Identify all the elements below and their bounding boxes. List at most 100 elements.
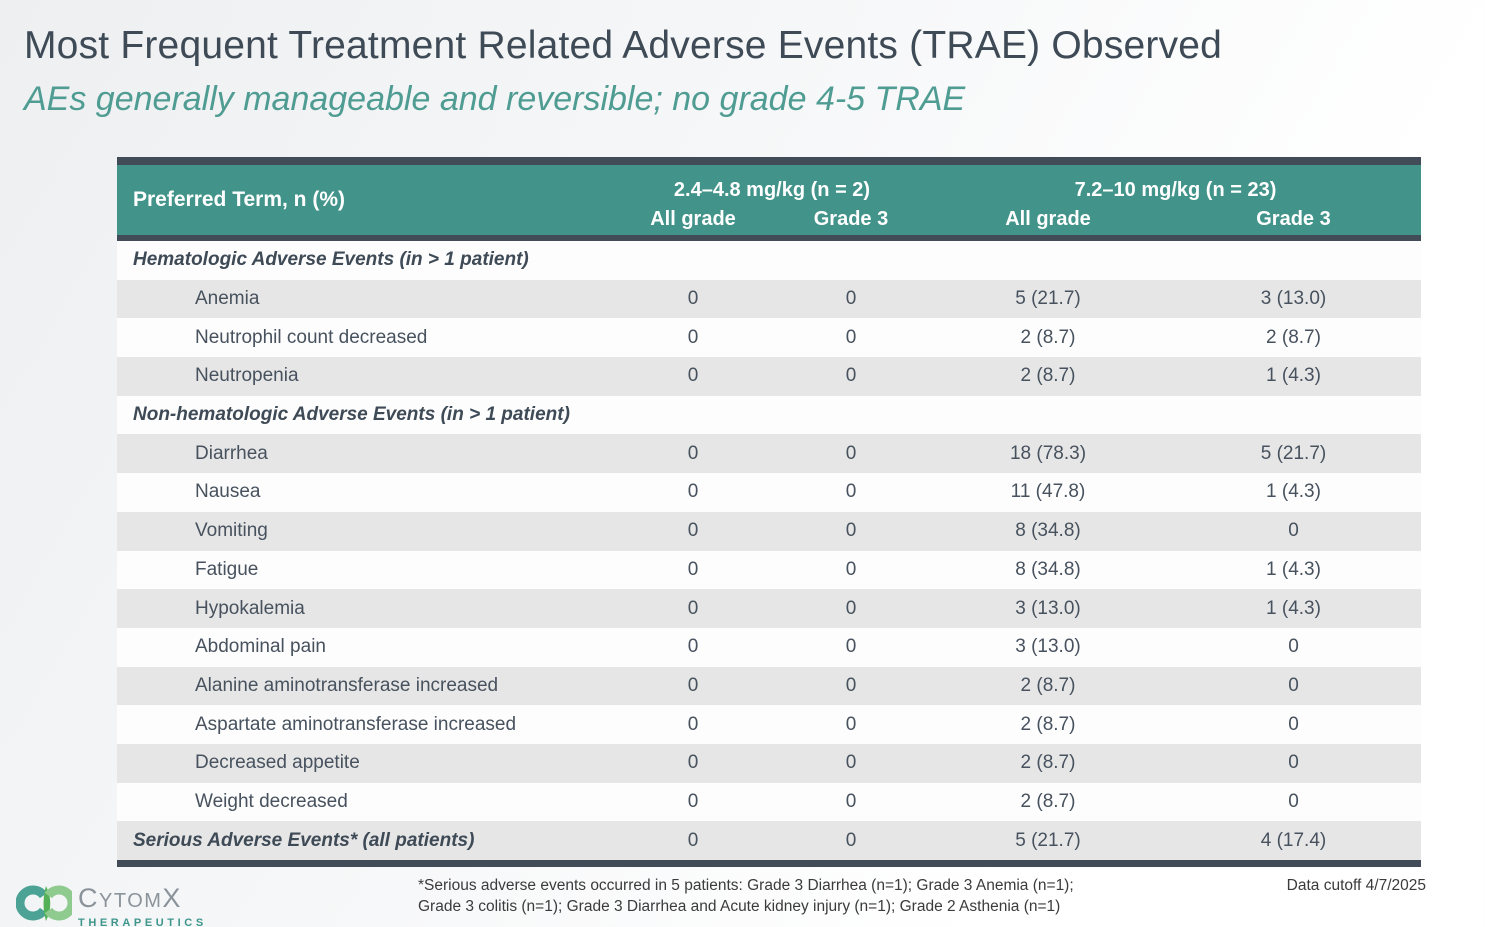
cell-value: 4 (17.4) — [1260, 829, 1327, 851]
cell-value: 0 — [845, 481, 857, 503]
adverse-events-table: Preferred Term, n (%) 2.4–4.8 mg/kg (n =… — [117, 157, 1421, 867]
cell-value: 0 — [845, 365, 857, 387]
row-label: Alanine aminotransferase increased — [195, 674, 499, 696]
cell-value: 11 (47.8) — [1010, 481, 1086, 503]
column-header-all-grade-high: All grade — [1005, 207, 1091, 230]
cell-value: 0 — [845, 597, 857, 619]
row-label: Neutrophil count decreased — [195, 326, 428, 348]
row-label: Hypokalemia — [195, 597, 305, 619]
cell-value: 0 — [687, 597, 699, 619]
cell-value: 3 (13.0) — [1260, 288, 1327, 310]
table-row: Neutropenia 0 0 2 (8.7) 1 (4.3) — [117, 357, 1421, 396]
cell-value: 0 — [845, 713, 857, 735]
table-row: Alanine aminotransferase increased 0 0 2… — [117, 666, 1421, 706]
cell-value: 0 — [845, 752, 857, 774]
cell-value: 3 (13.0) — [1015, 597, 1081, 619]
table-row: Vomiting 0 0 8 (34.8) 0 — [117, 511, 1421, 551]
footnote: *Serious adverse events occurred in 5 pa… — [418, 875, 1074, 917]
table-row: Weight decreased 0 0 2 (8.7) 0 — [117, 782, 1421, 822]
cell-value: 0 — [845, 790, 857, 812]
cell-value: 0 — [845, 288, 857, 310]
cell-value: 0 — [687, 326, 699, 348]
cell-value: 3 (13.0) — [1015, 636, 1081, 658]
row-label: Neutropenia — [195, 365, 299, 387]
cell-value: 1 (4.3) — [1266, 365, 1321, 387]
dose-group-header-high: 7.2–10 mg/kg (n = 23) — [1074, 179, 1277, 201]
cell-value: 0 — [845, 442, 857, 464]
corner-header: Preferred Term, n (%) — [133, 188, 345, 211]
cell-value: 1 (4.3) — [1266, 597, 1321, 619]
page-title: Most Frequent Treatment Related Adverse … — [24, 24, 1223, 67]
cell-value: 8 (34.8) — [1015, 520, 1081, 542]
cell-value: 0 — [687, 288, 699, 310]
column-header-grade3-low: Grade 3 — [813, 207, 889, 230]
dose-group-header-low: 2.4–4.8 mg/kg (n = 2) — [673, 179, 871, 201]
cell-value: 0 — [845, 674, 857, 696]
cell-value: 0 — [1288, 790, 1299, 812]
cell-value: 8 (34.8) — [1015, 558, 1081, 580]
row-label: Fatigue — [195, 558, 259, 580]
cell-value: 0 — [1288, 752, 1299, 774]
cell-value: 0 — [1288, 713, 1299, 735]
row-label: Non-hematologic Adverse Events (in > 1 p… — [133, 404, 570, 426]
cell-value: 2 (8.7) — [1266, 326, 1321, 348]
table-row: Decreased appetite 0 0 2 (8.7) 0 — [117, 743, 1421, 783]
row-label: Vomiting — [195, 520, 268, 542]
cell-value: 0 — [1288, 636, 1299, 658]
cell-value: 0 — [687, 713, 699, 735]
table-row: Hematologic Adverse Events (in > 1 patie… — [117, 241, 1421, 280]
row-label: Hematologic Adverse Events (in > 1 patie… — [133, 249, 529, 271]
cytomx-therapeutics-label: THERAPEUTICS — [78, 917, 207, 927]
row-label: Nausea — [195, 481, 261, 503]
column-header-grade3-high: Grade 3 — [1256, 207, 1331, 230]
cytomx-logo-text: CYTOMX THERAPEUTICS — [78, 882, 207, 927]
cell-value: 0 — [687, 752, 699, 774]
table-row: Serious Adverse Events* (all patients) 0… — [117, 821, 1421, 860]
data-cutoff: Data cutoff 4/7/2025 — [1286, 877, 1426, 894]
footnote-line-1: *Serious adverse events occurred in 5 pa… — [418, 877, 1074, 894]
table-row: Fatigue 0 0 8 (34.8) 1 (4.3) — [117, 550, 1421, 590]
table-row: Aspartate aminotransferase increased 0 0… — [117, 705, 1421, 744]
cell-value: 0 — [687, 442, 699, 464]
row-label: Abdominal pain — [195, 636, 326, 658]
footnote-line-2: Grade 3 colitis (n=1); Grade 3 Diarrhea … — [418, 898, 1061, 915]
cell-value: 2 (8.7) — [1020, 752, 1076, 774]
cell-value: 0 — [1288, 520, 1299, 542]
cell-value: 5 (21.7) — [1015, 288, 1081, 310]
table-row: Abdominal pain 0 0 3 (13.0) 0 — [117, 627, 1421, 667]
row-label: Diarrhea — [195, 442, 268, 464]
cell-value: 0 — [1288, 674, 1299, 696]
row-label: Aspartate aminotransferase increased — [195, 713, 517, 735]
cytomx-logo-icon — [16, 885, 72, 921]
cell-value: 1 (4.3) — [1266, 481, 1321, 503]
row-label: Serious Adverse Events* (all patients) — [133, 829, 475, 851]
cell-value: 0 — [845, 558, 857, 580]
cell-value: 1 (4.3) — [1266, 558, 1321, 580]
page-subtitle: AEs generally manageable and reversible;… — [24, 80, 966, 118]
cell-value: 2 (8.7) — [1020, 713, 1076, 735]
cell-value: 2 (8.7) — [1020, 790, 1076, 812]
cell-value: 0 — [845, 326, 857, 348]
table-row: Nausea 0 0 11 (47.8) 1 (4.3) — [117, 473, 1421, 512]
cell-value: 2 (8.7) — [1020, 326, 1076, 348]
cell-value: 2 (8.7) — [1020, 365, 1076, 387]
cell-value: 0 — [687, 558, 699, 580]
cell-value: 0 — [687, 674, 699, 696]
row-label: Decreased appetite — [195, 752, 360, 774]
table-row: Diarrhea 0 0 18 (78.3) 5 (21.7) — [117, 434, 1421, 474]
table-header: Preferred Term, n (%) 2.4–4.8 mg/kg (n =… — [117, 165, 1421, 241]
table-row: Non-hematologic Adverse Events (in > 1 p… — [117, 395, 1421, 435]
cell-value: 0 — [687, 790, 699, 812]
table-row: Anemia 0 0 5 (21.7) 3 (13.0) — [117, 279, 1421, 319]
row-label: Weight decreased — [195, 790, 348, 812]
row-label: Anemia — [195, 288, 260, 310]
cell-value: 0 — [687, 365, 699, 387]
cell-value: 0 — [687, 829, 699, 851]
cell-value: 5 (21.7) — [1260, 442, 1327, 464]
cell-value: 5 (21.7) — [1015, 829, 1081, 851]
cell-value: 0 — [687, 520, 699, 542]
table-body: Hematologic Adverse Events (in > 1 patie… — [117, 241, 1421, 860]
cytomx-wordmark: CYTOMX — [78, 883, 182, 913]
cytomx-logo: CYTOMX THERAPEUTICS — [16, 882, 207, 927]
cell-value: 0 — [687, 481, 699, 503]
